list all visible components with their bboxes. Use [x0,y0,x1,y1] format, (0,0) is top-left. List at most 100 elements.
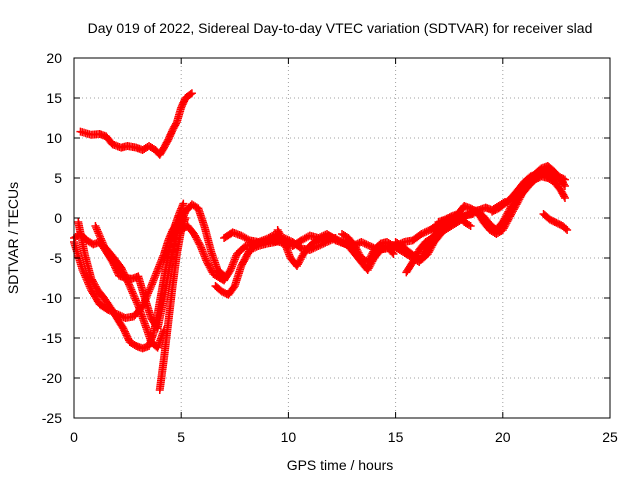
data-point-marker [92,225,101,234]
data-point-marker [192,235,201,244]
data-point-marker [91,222,100,230]
data-point-marker [423,250,432,258]
data-point-marker [294,258,303,267]
data-point-marker [428,241,437,250]
chart-title: Day 019 of 2022, Sidereal Day-to-day VTE… [88,20,593,36]
x-tick-label: 15 [388,429,404,445]
data-point-marker [279,236,288,245]
data-point-marker [355,250,364,259]
data-point-marker [88,277,97,286]
data-point-marker [293,260,302,269]
data-point-marker [560,192,569,201]
series-arc-f [155,214,190,394]
data-point-marker [126,283,135,292]
data-point-marker [124,280,133,289]
data-point-marker [499,216,508,225]
data-point-marker [507,202,516,211]
data-point-marker [504,207,513,216]
data-point-marker [424,248,433,257]
data-point-marker [90,280,99,289]
data-point-marker [143,291,152,300]
data-point-marker [146,283,155,292]
data-point-marker [563,226,572,234]
data-point-marker [87,274,96,282]
series-arc-d [74,199,188,353]
data-point-marker [187,89,196,98]
data-point-marker [141,294,150,303]
data-point-marker [503,209,512,218]
data-point-marker [351,243,360,252]
data-point-marker [366,252,375,261]
data-point-marker [195,240,204,249]
data-point-marker [132,298,141,307]
x-tick-label: 25 [602,429,618,445]
data-point-marker [88,275,97,284]
data-point-marker [425,246,434,255]
data-point-marker [245,246,254,254]
data-point-marker [131,294,140,303]
data-point-marker [465,221,474,229]
data-point-marker [427,243,436,252]
data-point-marker [95,231,104,240]
y-tick-label: -15 [42,330,62,346]
data-point-marker [362,240,371,249]
data-point-marker [350,242,359,250]
data-point-marker [505,206,514,214]
data-point-marker [368,249,377,258]
data-point-marker [297,253,306,262]
data-point-marker [125,282,134,290]
data-point-marker [97,236,106,245]
data-point-marker [364,264,373,273]
data-point-marker [144,289,153,298]
data-point-marker [130,292,139,301]
data-point-marker [194,238,203,247]
data-point-marker [363,258,372,266]
y-tick-label: -25 [42,410,62,426]
data-point-marker [273,226,282,234]
data-point-marker [502,211,511,220]
y-tick-label: 0 [54,210,62,226]
x-tick-label: 5 [177,429,185,445]
data-point-marker [127,285,136,294]
data-point-marker [389,250,398,258]
data-point-marker [247,245,256,254]
data-point-marker [140,298,149,307]
data-point-marker [131,296,140,305]
data-point-marker [506,204,515,213]
axis-ticks: 0 5 10 15 20 25 -25 -20 -15 -10 -5 0 5 10 15 20 [42,50,618,445]
data-point-marker [359,238,368,247]
data-point-marker [191,233,200,242]
data-point-marker [91,282,100,291]
series-arc-m [402,210,475,277]
data-point-marker [186,90,195,99]
data-point-marker [410,254,419,263]
data-point-marker [412,251,421,260]
data-point-marker [204,261,213,270]
data-point-marker [274,227,283,236]
data-point-marker [142,292,151,301]
data-point-marker [560,175,569,184]
data-point-marker [205,263,214,272]
data-point-marker [271,238,280,246]
data-point-marker [367,251,376,260]
x-tick-label: 20 [495,429,511,445]
data-point-marker [96,232,105,241]
data-point-marker [89,279,98,288]
data-point-marker [364,241,373,250]
data-point-marker [559,174,568,183]
data-point-marker [202,258,211,266]
data-point-marker [128,289,137,298]
series-arc-q [503,167,569,206]
y-tick-label: 15 [46,90,62,106]
data-point-marker [295,256,304,265]
y-tick-label: 20 [46,50,62,66]
data-point-marker [419,229,428,238]
data-point-marker [277,232,286,241]
data-point-marker [357,238,366,246]
data-point-marker [181,214,190,222]
data-point-marker [426,244,435,253]
x-tick-label: 10 [281,429,297,445]
data-point-marker [466,222,475,230]
data-point-marker [365,254,374,263]
data-point-marker [388,248,397,257]
